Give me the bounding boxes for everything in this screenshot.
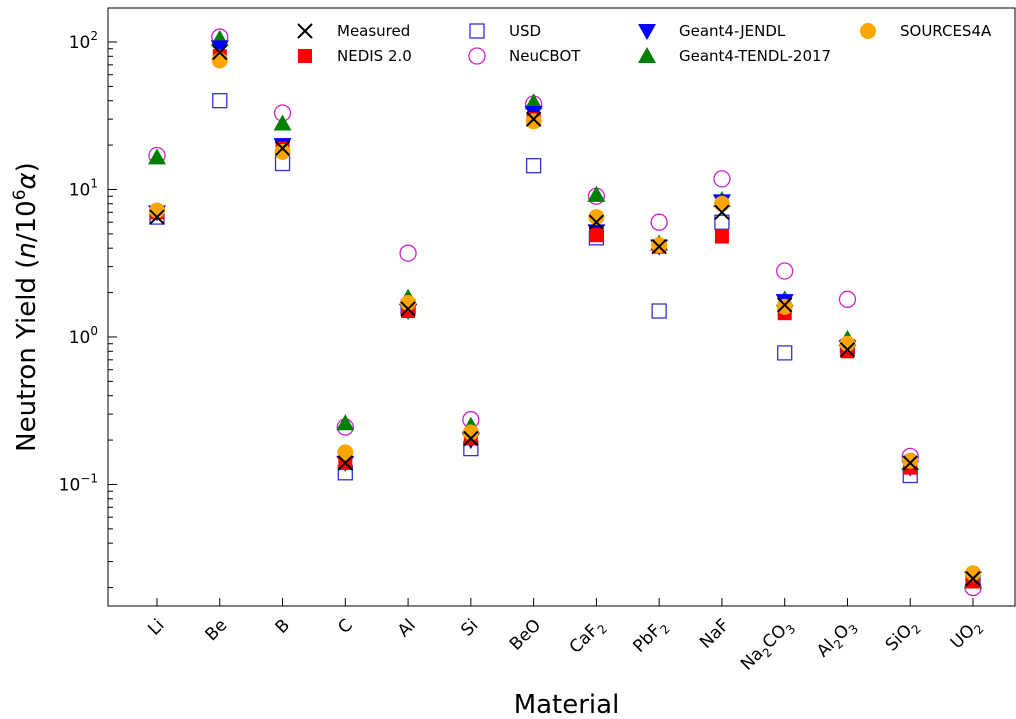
data-point: [965, 565, 982, 582]
legend-label: USD: [509, 22, 541, 40]
legend-label: NEDIS 2.0: [337, 47, 412, 65]
y-tick-label: 10−1: [59, 471, 98, 495]
data-point: [148, 148, 166, 165]
legend-marker: [468, 47, 486, 65]
x-tick-label: C: [334, 615, 357, 638]
data-point: [650, 213, 668, 231]
x-tick-label: B: [272, 615, 294, 637]
data-point: [149, 202, 165, 219]
y-tick-label: 100: [69, 324, 98, 348]
axis-labels: 10−1 100 101 102 Li Be B C Al Si BeO CaF2 PbF2 NaFNa2…: [10, 29, 987, 719]
x-tick-label: Si: [457, 615, 482, 640]
x-tick-label: NaF: [696, 615, 733, 652]
plot-frame: [107, 7, 1016, 607]
series-sources4a: [149, 52, 982, 582]
legend-marker: [860, 23, 876, 39]
data-point: [714, 214, 730, 230]
x-tick-label: CaF2: [566, 615, 610, 659]
data-points: [148, 28, 983, 597]
data-point: [336, 414, 355, 431]
data-point: [714, 229, 729, 244]
data-point: [713, 170, 731, 188]
data-point: [463, 430, 479, 447]
legend-label: SOURCES4A: [900, 22, 992, 40]
legend-item: Measured: [297, 22, 410, 40]
data-point: [651, 238, 667, 255]
data-point: [337, 444, 354, 461]
data-point: [400, 294, 417, 311]
data-point: [714, 204, 730, 221]
tick-layer: [108, 41, 974, 606]
data-point: [399, 244, 417, 262]
legend-item: Geant4-TENDL-2017: [638, 47, 831, 65]
x-tick-label: Al2O3: [813, 615, 861, 663]
data-point: [839, 335, 856, 352]
data-point: [400, 301, 416, 317]
data-point: [965, 570, 981, 587]
data-point: [462, 424, 479, 441]
legend-marker: [638, 47, 656, 63]
data-point: [776, 297, 793, 313]
x-tick-label: Na2CO3: [737, 615, 798, 676]
data-point: [212, 44, 228, 61]
data-point: [651, 237, 668, 254]
data-point: [525, 158, 542, 174]
legend-marker: [469, 23, 485, 39]
data-point: [588, 214, 605, 230]
legend-item: SOURCES4A: [860, 22, 992, 40]
data-point: [777, 345, 793, 361]
data-point: [337, 455, 354, 471]
data-point: [524, 93, 543, 110]
data-point: [587, 185, 606, 202]
y-tick-label: 102: [69, 29, 98, 53]
x-tick-label: Al: [394, 615, 420, 641]
legend-label: Geant4-TENDL-2017: [679, 47, 831, 65]
legend-marker: [297, 23, 313, 39]
data-point: [525, 111, 542, 127]
x-tick-label: PbF2: [629, 615, 672, 658]
data-point: [212, 93, 228, 109]
data-point: [589, 228, 604, 243]
data-point: [776, 262, 794, 280]
data-point: [525, 113, 542, 130]
y-axis-title: Neutron Yield (n/106α): [10, 162, 42, 452]
legend-marker: [298, 49, 312, 63]
data-point: [588, 209, 605, 226]
data-point: [149, 209, 165, 225]
data-point: [902, 455, 918, 471]
data-point: [902, 452, 919, 469]
legend-label: Geant4-JENDL: [679, 22, 786, 40]
x-tick-label: Li: [144, 615, 168, 639]
x-tick-label: Be: [202, 615, 232, 645]
legend-item: NeuCBOT: [468, 47, 581, 65]
series-geant4-jendl: [148, 40, 983, 588]
data-point: [274, 140, 291, 157]
data-point: [273, 114, 292, 131]
data-point: [838, 290, 857, 308]
x-tick-label: SiO2: [882, 615, 924, 657]
data-point: [210, 40, 229, 57]
legend-label: NeuCBOT: [509, 47, 581, 65]
data-point: [713, 195, 730, 212]
data-point: [776, 298, 793, 315]
x-axis-title: Material: [514, 690, 620, 719]
legend-label: Measured: [337, 22, 410, 40]
data-point: [274, 143, 291, 160]
series-measured: [149, 44, 981, 587]
data-point: [651, 303, 667, 319]
legend: Measured NEDIS 2.0 USD NeuCBOT Geant4-JENDL G…: [297, 22, 992, 65]
legend-item: USD: [469, 22, 541, 40]
series-neucbot: [148, 28, 982, 597]
data-point: [839, 341, 856, 358]
series-usd: [149, 93, 981, 587]
legend-marker: [638, 24, 656, 40]
x-tick-label: UO2: [947, 615, 987, 655]
data-point: [211, 52, 228, 69]
series-geant4-tendl-2017: [148, 29, 983, 589]
legend-item: NEDIS 2.0: [298, 47, 412, 65]
y-tick-label: 101: [69, 176, 98, 200]
x-tick-label: BeO: [506, 615, 545, 654]
legend-item: Geant4-JENDL: [638, 22, 786, 40]
